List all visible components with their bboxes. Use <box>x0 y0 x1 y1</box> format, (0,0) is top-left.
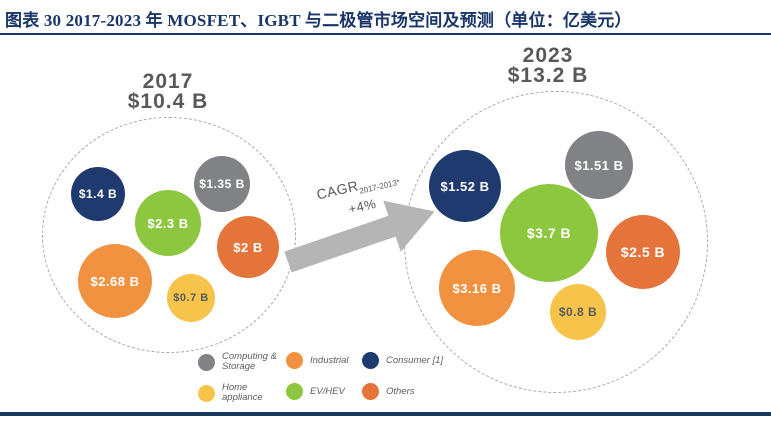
legend-dot-consumer-icon <box>362 352 379 369</box>
bubble-2017-others: $2 B <box>217 216 279 278</box>
legend-dot-computing-storage-icon <box>198 353 215 371</box>
cluster-2017-header: 2017 $10.4 B <box>98 70 238 113</box>
legend-item-others: Others <box>362 383 415 400</box>
cagr-period: 2017-2013* <box>358 177 401 196</box>
legend-label: Industrial <box>310 354 349 366</box>
cluster-2017-total: $10.4 B <box>127 90 209 113</box>
bubble-2023-consumer: $1.52 B <box>429 150 501 222</box>
legend-dot-others-icon <box>362 383 379 400</box>
legend-dot-evhev-icon <box>286 383 303 400</box>
legend-item-industrial: Industrial <box>286 352 349 369</box>
page-title: 图表 30 2017-2023 年 MOSFET、IGBT 与二极管市场空间及预… <box>5 11 632 30</box>
legend-label: EV/HEV <box>310 385 345 397</box>
bubble-2017-consumer: $1.4 B <box>71 167 125 221</box>
cluster-2017-year: 2017 <box>142 70 194 93</box>
bubble-2017-evhev: $2.3 B <box>135 190 201 256</box>
bottom-divider <box>0 412 771 416</box>
bubble-2023-computing-storage: $1.51 B <box>565 131 633 199</box>
bubble-2017-computing-storage: $1.35 B <box>194 156 250 212</box>
legend-item-consumer: Consumer [1] <box>362 352 443 369</box>
legend-item-home-appliance: Home appliance <box>198 383 263 403</box>
legend-label: Others <box>386 385 415 397</box>
legend-dot-home-appliance-icon <box>198 384 215 402</box>
cluster-2017-boundary <box>42 117 296 353</box>
bubble-2017-home-appliance: $0.7 B <box>167 274 215 322</box>
bubble-2023-home-appliance: $0.8 B <box>550 284 606 340</box>
bubble-2023-industrial: $3.16 B <box>439 250 515 326</box>
legend-dot-industrial-icon <box>286 352 303 369</box>
legend-item-computing-storage: Computing & Storage <box>198 352 277 372</box>
bubble-2023-evhev: $3.7 B <box>500 184 598 282</box>
legend-item-evhev: EV/HEV <box>286 383 345 400</box>
cluster-2023-total: $13.2 B <box>507 64 589 87</box>
title-divider <box>0 33 771 35</box>
legend-label: Consumer [1] <box>386 354 444 366</box>
cluster-2023-year: 2023 <box>522 44 574 67</box>
legend-label: Computing & Storage <box>222 351 277 372</box>
legend-label: Home appliance <box>222 382 263 403</box>
bubble-2017-industrial: $2.68 B <box>78 244 152 318</box>
cluster-2023-header: 2023 $13.2 B <box>478 44 618 87</box>
bubble-2023-others: $2.5 B <box>606 215 680 289</box>
